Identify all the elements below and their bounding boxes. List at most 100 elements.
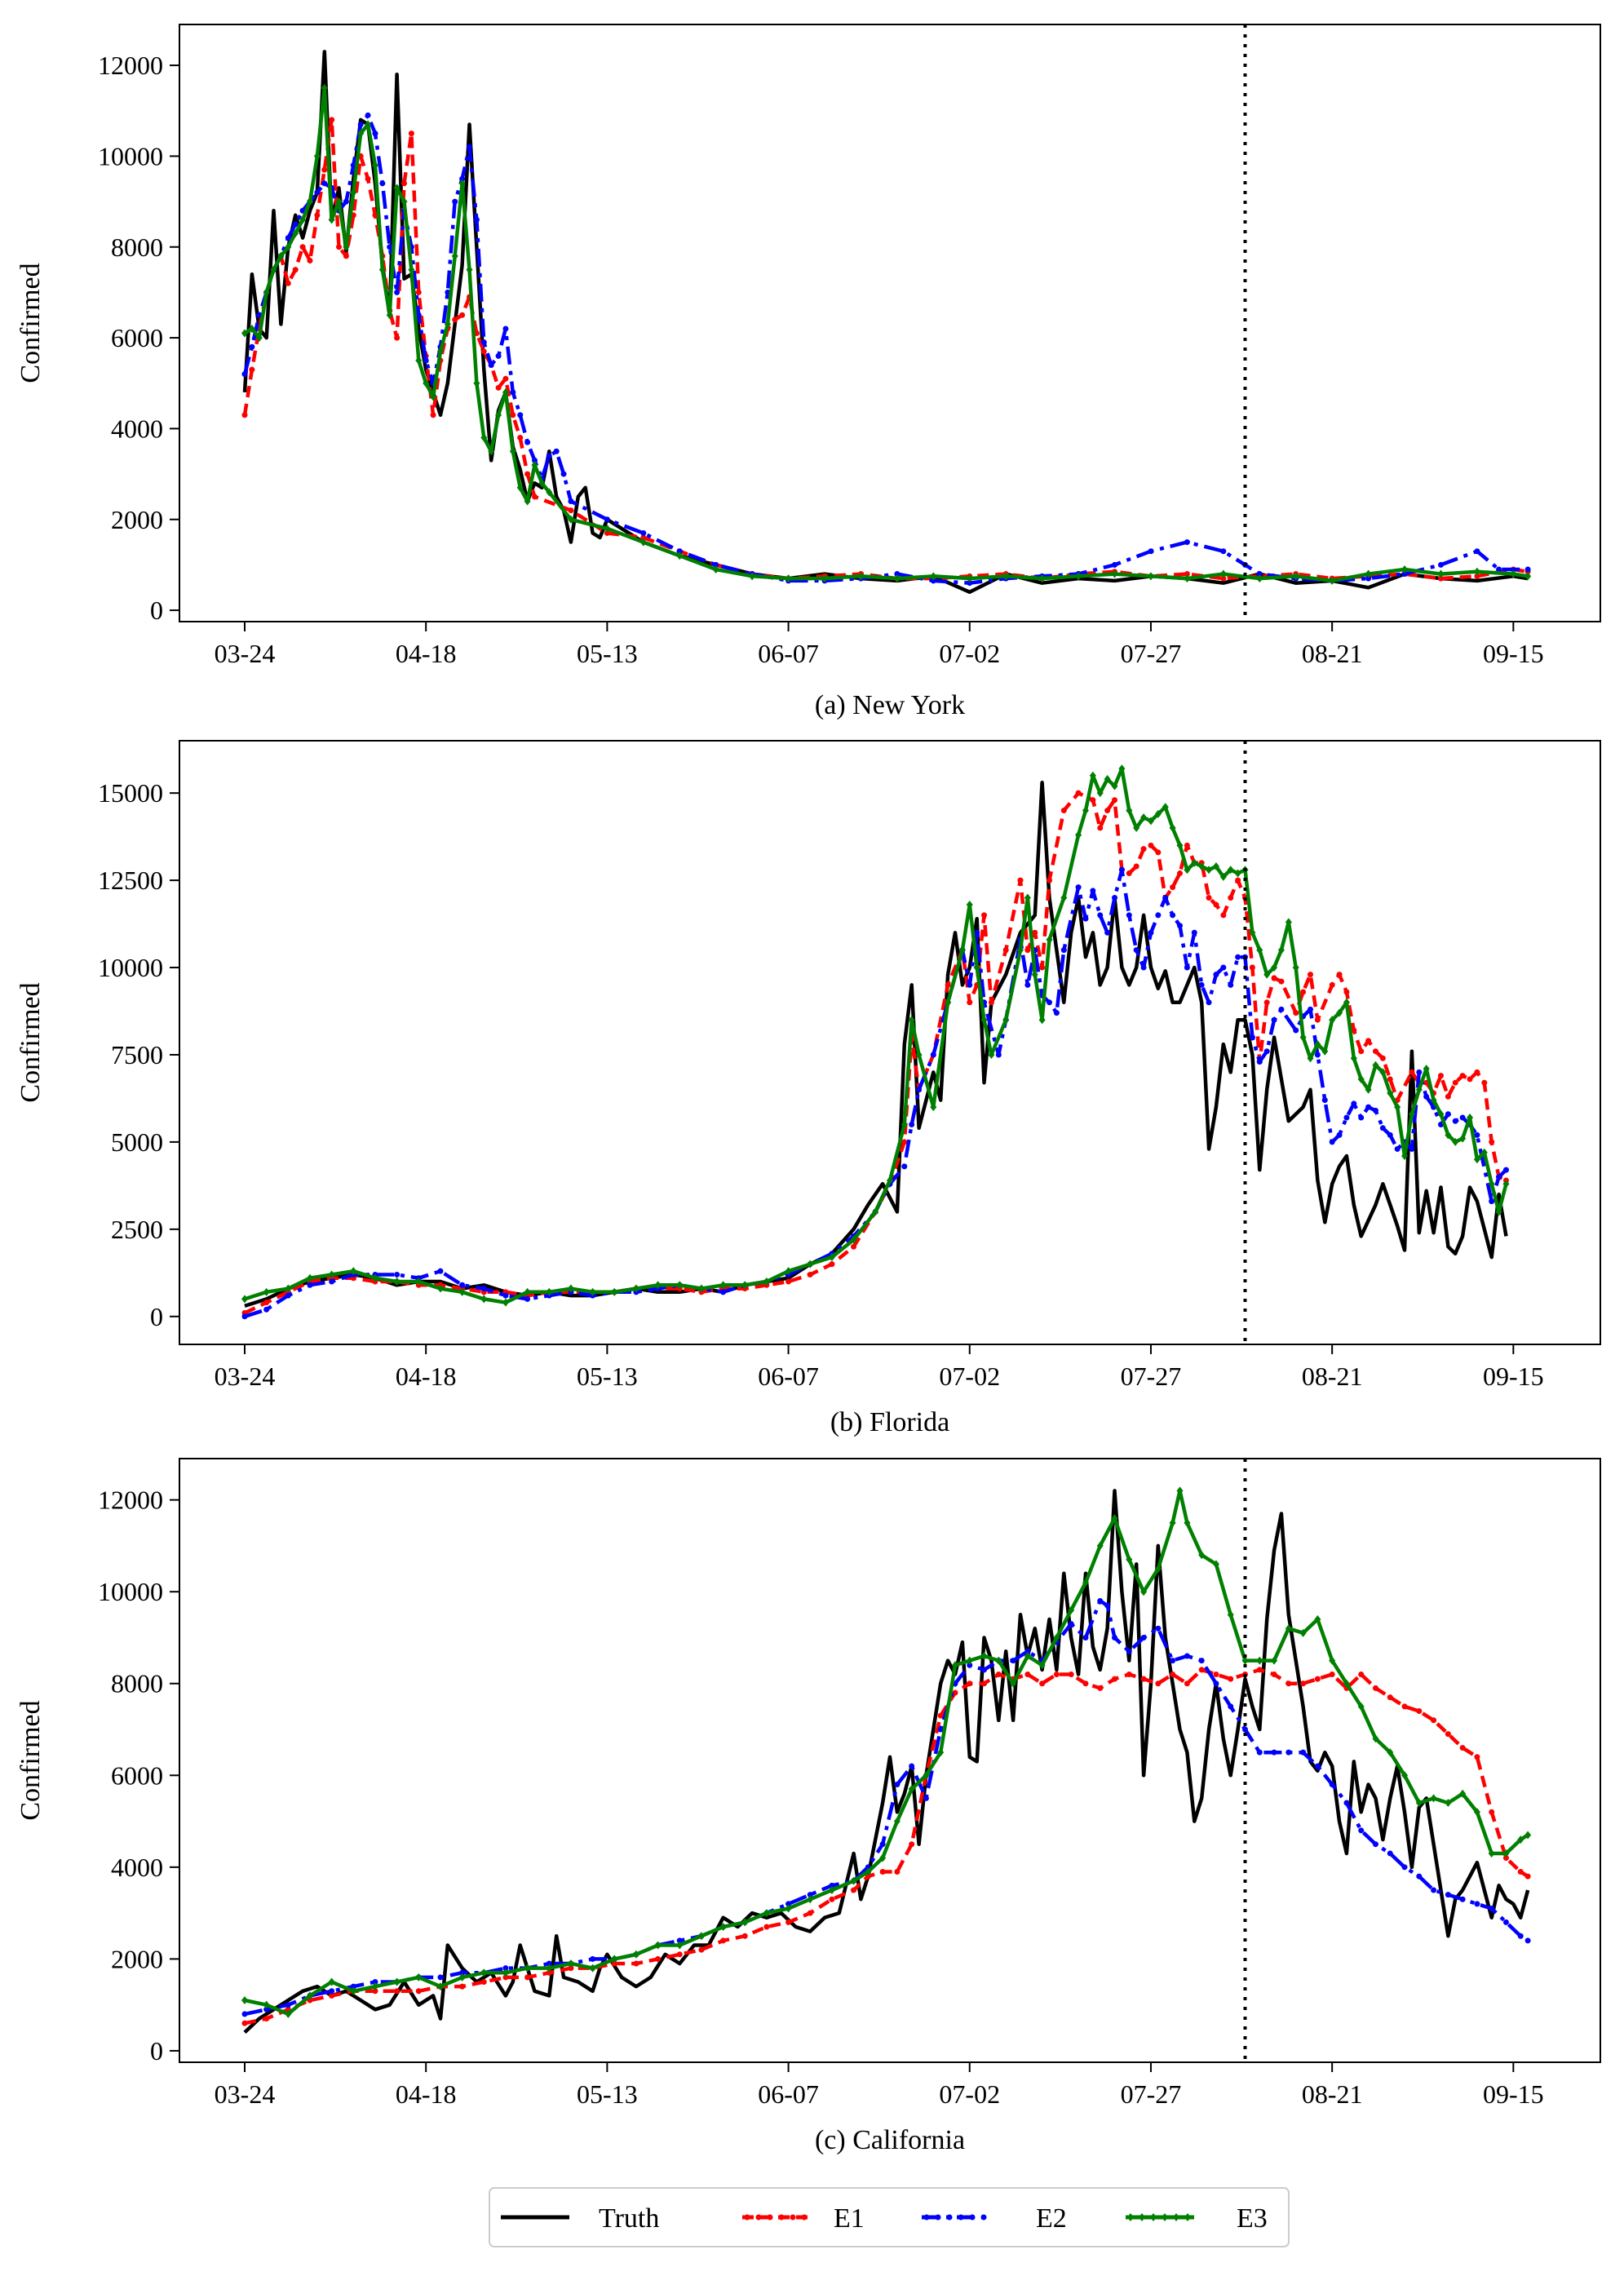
data-point-e3 — [1053, 1633, 1060, 1642]
data-point-e3 — [524, 497, 531, 506]
data-point-e3 — [241, 1295, 248, 1304]
data-point-e1 — [394, 334, 400, 341]
data-point-e2 — [1112, 1634, 1118, 1641]
data-point-e3 — [531, 460, 538, 469]
data-point-e2 — [1184, 1653, 1190, 1659]
data-point-e1 — [851, 1887, 857, 1893]
data-point-e3 — [951, 1661, 958, 1670]
data-point-e3 — [466, 265, 473, 274]
x-tick-label: 07-02 — [939, 639, 1000, 668]
data-point-e3 — [495, 410, 502, 419]
data-point-e3 — [1445, 1131, 1452, 1140]
legend-marker-e1 — [755, 2214, 762, 2221]
data-point-e3 — [821, 574, 829, 583]
data-point-e2 — [524, 439, 531, 445]
data-point-e3 — [393, 184, 400, 193]
data-point-e3 — [697, 1932, 705, 1941]
data-point-e1 — [1401, 1703, 1408, 1710]
data-point-e1 — [459, 1983, 466, 1990]
data-point-e1 — [1351, 1027, 1357, 1034]
y-tick-label: 5000 — [111, 1127, 163, 1157]
data-point-e3 — [632, 1950, 639, 1959]
data-point-e3 — [639, 538, 647, 547]
data-point-e1 — [1228, 1676, 1234, 1682]
data-point-e1 — [510, 412, 516, 418]
data-point-e2 — [1256, 1749, 1263, 1756]
data-point-e1 — [1140, 846, 1147, 852]
data-point-e1 — [851, 1243, 857, 1250]
data-point-e1 — [1387, 1694, 1393, 1701]
data-point-e1 — [1184, 1680, 1190, 1687]
data-point-e3 — [502, 1968, 509, 1977]
data-point-e3 — [415, 1277, 423, 1286]
data-point-e2 — [1489, 1905, 1495, 1911]
data-point-e2 — [1271, 1749, 1277, 1756]
data-point-e1 — [430, 412, 436, 418]
data-point-e2 — [1524, 1937, 1531, 1944]
x-tick-label: 05-13 — [577, 1362, 638, 1391]
series-layer — [241, 1486, 1532, 2035]
y-axis-label: Confirmed — [15, 982, 46, 1102]
data-point-e2 — [1024, 1648, 1031, 1654]
data-point-e2 — [1010, 1658, 1016, 1664]
data-point-e2 — [967, 1662, 973, 1668]
data-point-e3 — [1321, 1047, 1329, 1056]
data-point-e3 — [1075, 572, 1082, 581]
data-point-e3 — [1467, 1113, 1474, 1122]
data-point-e1 — [1379, 1055, 1386, 1061]
data-point-e3 — [1227, 866, 1234, 875]
legend-label-e1: E1 — [834, 2203, 865, 2234]
data-point-e3 — [415, 1973, 423, 1982]
data-point-e2 — [1300, 1749, 1307, 1756]
data-point-e1 — [452, 317, 458, 323]
data-point-e3 — [488, 447, 495, 456]
data-point-e1 — [394, 1988, 400, 1995]
data-point-e1 — [1170, 1671, 1176, 1677]
data-point-e3 — [887, 1176, 893, 1184]
data-point-e3 — [763, 1277, 770, 1286]
data-point-e3 — [945, 998, 952, 1007]
data-point-e3 — [436, 1982, 444, 1991]
data-point-e2 — [1075, 884, 1082, 891]
data-point-e1 — [1002, 947, 1009, 954]
data-point-e3 — [546, 488, 553, 497]
data-point-e1 — [343, 253, 349, 259]
data-point-e2 — [1170, 912, 1176, 919]
data-point-e3 — [1126, 806, 1133, 815]
data-point-e3 — [1372, 1061, 1379, 1069]
data-point-e3 — [480, 433, 488, 442]
data-point-e2 — [1517, 1933, 1524, 1939]
data-point-e3 — [1401, 1152, 1409, 1161]
data-point-e3 — [988, 1050, 995, 1059]
data-point-e3 — [400, 197, 408, 206]
legend: Truth E1 E2 E3 — [489, 2187, 1290, 2247]
data-point-e2 — [1437, 561, 1444, 568]
data-point-e2 — [894, 571, 901, 578]
legend-item-truth: Truth — [501, 2203, 659, 2234]
data-point-e2 — [307, 1282, 313, 1288]
data-point-e3 — [1517, 1835, 1524, 1844]
data-point-e1 — [1017, 877, 1024, 883]
data-point-e2 — [1379, 1125, 1386, 1131]
data-point-e3 — [1227, 1610, 1234, 1619]
data-point-e2 — [1206, 999, 1212, 1006]
data-point-e1 — [1329, 981, 1335, 988]
data-point-e2 — [1060, 947, 1067, 954]
legend-marker-e2 — [980, 2214, 987, 2221]
y-tick-label: 4000 — [111, 1853, 163, 1882]
data-point-e1 — [321, 166, 328, 173]
data-point-e3 — [966, 574, 973, 583]
data-point-e2 — [560, 471, 567, 477]
data-point-e3 — [357, 129, 365, 138]
data-point-e1 — [524, 1974, 531, 1981]
data-point-e2 — [1401, 1864, 1408, 1871]
data-point-e1 — [1437, 575, 1444, 582]
data-point-e1 — [568, 1965, 574, 1972]
data-point-e2 — [1394, 1145, 1401, 1152]
data-point-e2 — [394, 289, 400, 295]
data-point-e3 — [1111, 782, 1118, 790]
data-point-e1 — [285, 280, 291, 286]
y-tick-label: 10000 — [98, 141, 163, 170]
series-layer — [241, 50, 1532, 595]
